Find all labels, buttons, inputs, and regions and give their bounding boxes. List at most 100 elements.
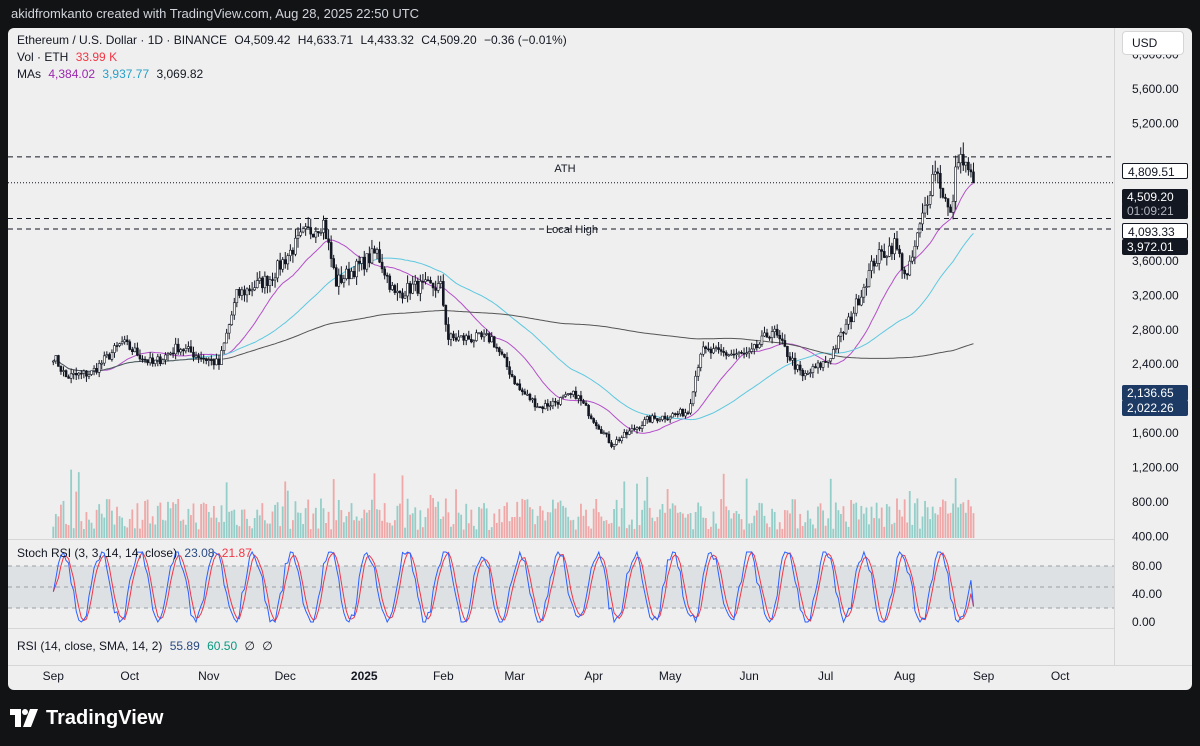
volume-bar (281, 506, 284, 538)
candle-body (587, 405, 590, 417)
candle (972, 162, 975, 184)
volume-bar (360, 518, 363, 538)
candle (472, 339, 476, 348)
candle-body (951, 201, 955, 213)
candle (385, 272, 389, 284)
candle-body (309, 227, 313, 235)
candle-body (885, 256, 889, 258)
candle (286, 253, 290, 270)
volume-bar (187, 508, 190, 538)
volume-bar (608, 523, 610, 538)
candle (492, 335, 496, 348)
volume-bar (740, 519, 743, 538)
candle-body (95, 368, 98, 373)
currency-button[interactable]: USD (1122, 31, 1184, 55)
candle (77, 372, 81, 380)
volume-bar (218, 522, 220, 538)
volume-bar (396, 505, 399, 538)
volume-bar (475, 529, 478, 538)
close-value: C4,509.20 (421, 33, 477, 47)
rsi-value: 55.89 (169, 639, 200, 653)
volume-bar (371, 499, 373, 538)
chart-frame[interactable]: 6,000.005,600.005,200.003,600.003,200.00… (8, 28, 1192, 690)
candle (365, 253, 369, 273)
candle (217, 354, 221, 370)
volume-bar (177, 498, 180, 538)
candle-body (959, 154, 963, 164)
candle (100, 360, 104, 370)
volume-bar (381, 520, 384, 538)
candle (171, 347, 175, 358)
volume-bar (368, 510, 371, 538)
candle-body (625, 431, 629, 435)
volume-bar (636, 483, 638, 538)
candle-body (852, 312, 855, 323)
candle (138, 349, 142, 362)
candle-body (72, 373, 75, 375)
candle (225, 328, 228, 344)
candle-body (189, 346, 193, 353)
rsi-sma-value: 60.50 (207, 639, 238, 653)
candle (398, 290, 402, 299)
symbol-legend: Ethereum / U.S. Dollar · 1D · BINANCE O4… (17, 33, 571, 47)
candle (164, 352, 167, 365)
candle (245, 287, 249, 303)
volume-bar (345, 516, 348, 538)
volume-bar (666, 489, 669, 538)
candle-body (419, 281, 422, 294)
candle (870, 255, 873, 279)
candle (791, 352, 794, 366)
volume-bar (620, 508, 623, 538)
volume-bar (60, 504, 62, 538)
candle-body (612, 444, 616, 447)
candle-body (564, 394, 567, 397)
candle-body (128, 341, 132, 350)
candle-body (972, 171, 975, 184)
volume-bar (299, 512, 302, 538)
volume-bar (342, 522, 345, 538)
candle-body (368, 253, 371, 264)
candle (656, 418, 659, 424)
candle (495, 343, 499, 352)
volume-bar (174, 503, 177, 538)
candle (933, 160, 937, 182)
candle-body (890, 245, 894, 255)
volume-bar (704, 518, 707, 538)
candle (796, 364, 799, 373)
candle-body (108, 354, 111, 360)
candle-body (276, 260, 279, 279)
candle (773, 325, 776, 339)
volume-bar (801, 525, 804, 538)
volume-bar (911, 524, 914, 538)
candle-body (197, 355, 200, 359)
candle-body (916, 232, 919, 247)
candle (327, 229, 330, 251)
candle (875, 254, 878, 267)
candle-body (503, 353, 506, 358)
candle-body (500, 351, 504, 355)
candle-body (630, 428, 634, 432)
candle (416, 277, 420, 297)
price-axis-divider (1114, 28, 1115, 665)
volume-bar (54, 513, 57, 538)
volume-bar (457, 512, 460, 538)
candle (72, 370, 75, 380)
price-chart[interactable]: 6,000.005,600.005,200.003,600.003,200.00… (8, 28, 1192, 690)
volume-bar (256, 509, 259, 538)
candle (454, 333, 458, 342)
price-tick-label: 5,200.00 (1132, 116, 1179, 130)
volume-bar (202, 502, 205, 538)
candle-body (589, 415, 593, 419)
candle-body (283, 259, 287, 265)
volume-bar (228, 511, 231, 538)
candle (215, 353, 218, 366)
volume-bar (893, 522, 896, 538)
volume-bar (651, 517, 654, 538)
volume-bar (253, 517, 256, 538)
volume-bar (908, 491, 911, 538)
candle (258, 271, 262, 284)
candle-body (870, 260, 873, 271)
volume-bar (748, 523, 751, 538)
candle-body (628, 430, 631, 435)
candle (699, 352, 703, 372)
